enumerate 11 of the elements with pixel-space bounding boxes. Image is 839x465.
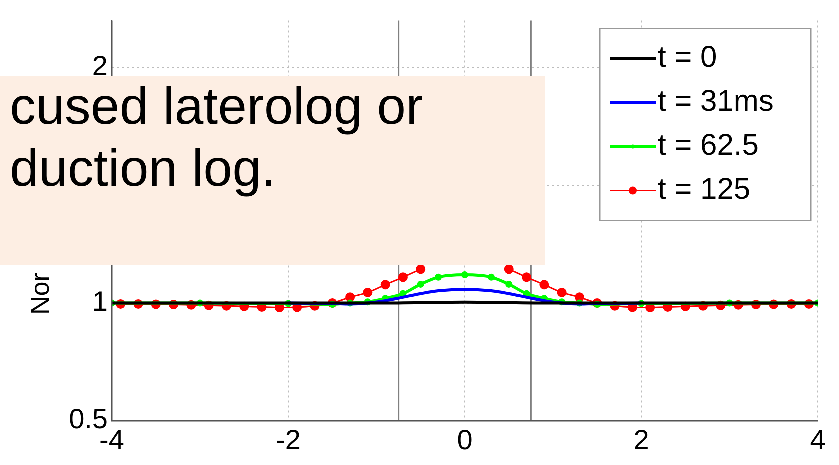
x-tick-label: 0	[457, 424, 473, 456]
x-tick-label: 4	[810, 424, 826, 456]
y-axis-title: Nor	[25, 272, 56, 315]
legend-label: t = 31ms	[658, 85, 774, 118]
y-tick-label: 1	[92, 286, 108, 318]
legend-label: t = 125	[658, 173, 751, 206]
x-tick-label: 2	[634, 424, 650, 456]
annotation: cused laterolog or duction log.	[0, 76, 545, 265]
legend-label: t = 0	[658, 41, 718, 74]
x-tick-label: -2	[276, 424, 301, 456]
legend-label: t = 62.5	[658, 129, 759, 162]
